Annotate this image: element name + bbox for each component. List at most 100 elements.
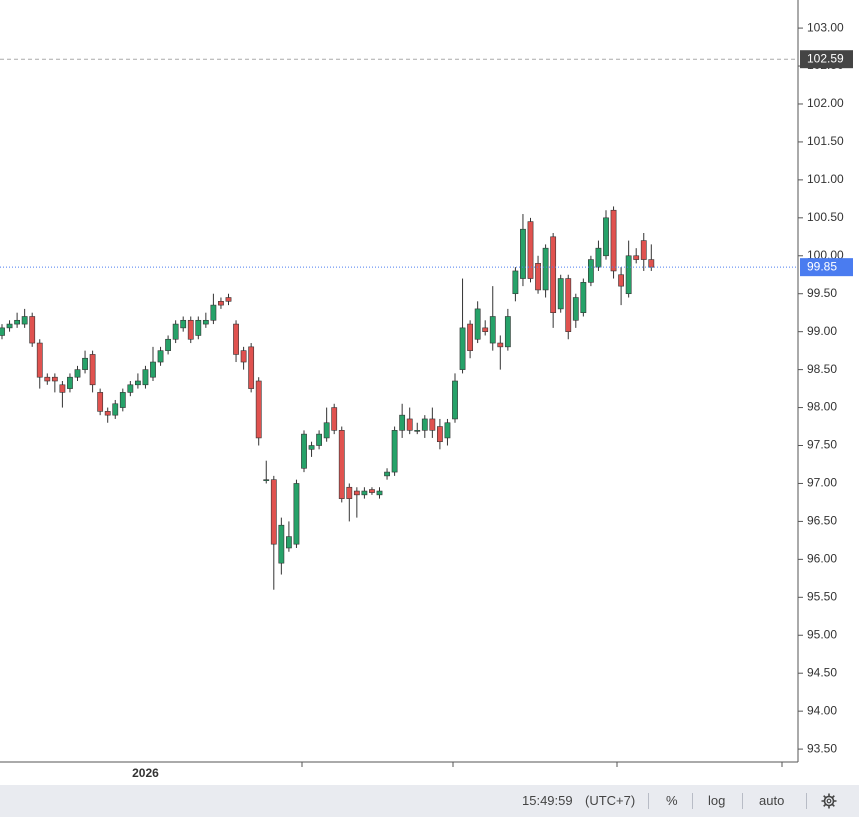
candle-body bbox=[308, 445, 315, 450]
separator bbox=[648, 793, 649, 809]
last-price-label: 99.85 bbox=[807, 259, 837, 273]
candle-body bbox=[0, 327, 5, 336]
candle-body bbox=[112, 403, 119, 416]
y-tick-label: 98.50 bbox=[807, 362, 837, 376]
candle-body bbox=[338, 430, 345, 499]
candle-body bbox=[512, 270, 519, 295]
candle-body bbox=[527, 221, 534, 279]
auto-toggle[interactable]: auto bbox=[759, 793, 785, 808]
candle-body bbox=[595, 247, 602, 268]
candle-body bbox=[135, 380, 141, 386]
candle-body bbox=[255, 380, 262, 439]
reference-price-box bbox=[800, 50, 853, 69]
y-tick-label: 98.00 bbox=[807, 400, 837, 414]
candle-body bbox=[399, 414, 406, 431]
candle-body bbox=[565, 278, 572, 332]
candle-body bbox=[210, 304, 217, 321]
y-tick-label: 96.50 bbox=[807, 514, 837, 528]
candle-body bbox=[21, 316, 28, 325]
candle-body bbox=[323, 422, 330, 439]
candle-body bbox=[482, 327, 489, 332]
candle-body bbox=[142, 369, 149, 386]
log-toggle[interactable]: log bbox=[708, 793, 726, 808]
chart: 93.50 94.00 94.50 95.00 95.50 96.00 96.50 97.00… bbox=[0, 0, 859, 785]
percent-toggle[interactable]: % bbox=[666, 793, 678, 808]
candle-body bbox=[263, 479, 270, 481]
candle-body bbox=[316, 433, 322, 446]
y-tick-label: 95.00 bbox=[807, 627, 837, 641]
candle-body bbox=[74, 369, 81, 378]
candle-body bbox=[580, 282, 587, 313]
candle-body bbox=[67, 376, 73, 389]
candle-body bbox=[436, 426, 443, 443]
settings-icon[interactable] bbox=[821, 793, 837, 809]
candle-body bbox=[157, 350, 164, 363]
y-tick-label: 102.00 bbox=[807, 96, 844, 110]
candle-body bbox=[452, 380, 458, 420]
candle-body bbox=[331, 407, 338, 431]
candle-body bbox=[633, 255, 640, 260]
separator bbox=[742, 793, 743, 809]
separator bbox=[806, 793, 807, 809]
bottom-toolbar: 15:49:59 (UTC+7) % log auto bbox=[0, 785, 859, 817]
candle-body bbox=[59, 384, 66, 393]
candle-body bbox=[504, 316, 511, 348]
candle-body bbox=[119, 392, 126, 408]
candle-body bbox=[270, 479, 277, 545]
candle-body bbox=[218, 301, 224, 306]
y-tick-label: 100.50 bbox=[807, 210, 844, 224]
background bbox=[0, 0, 859, 785]
candle-body bbox=[301, 433, 307, 469]
candle-body bbox=[97, 392, 104, 412]
candle-body bbox=[429, 418, 436, 431]
candle-body bbox=[391, 430, 398, 473]
candle-body bbox=[248, 346, 255, 389]
candle-body bbox=[542, 247, 549, 291]
candle-body bbox=[361, 490, 368, 496]
candle-body bbox=[44, 376, 51, 382]
candle-body bbox=[384, 471, 390, 477]
timezone[interactable]: (UTC+7) bbox=[585, 793, 636, 808]
y-tick-label: 101.50 bbox=[807, 134, 844, 148]
y-tick-label: 97.50 bbox=[807, 438, 837, 452]
candle-body bbox=[233, 323, 239, 355]
candle-body bbox=[29, 316, 36, 344]
candle-body bbox=[285, 536, 292, 549]
candle-body bbox=[406, 418, 413, 431]
candle-body bbox=[625, 255, 632, 295]
candle-body bbox=[180, 319, 187, 329]
candle-body bbox=[557, 278, 564, 310]
candle-body bbox=[202, 319, 209, 325]
candle-body bbox=[346, 486, 353, 499]
candle-body bbox=[444, 422, 451, 439]
candle-body bbox=[648, 259, 655, 268]
separator bbox=[692, 793, 693, 809]
candle-body bbox=[610, 209, 617, 272]
candle-body bbox=[104, 411, 111, 416]
candle-body bbox=[127, 384, 134, 393]
candle-body bbox=[414, 430, 421, 432]
reference-price-label: 102.59 bbox=[807, 51, 844, 65]
y-tick-label: 99.00 bbox=[807, 324, 837, 338]
clock: 15:49:59 bbox=[522, 793, 573, 808]
candle-body bbox=[421, 418, 428, 431]
candle-body bbox=[489, 316, 496, 344]
candle-body bbox=[165, 338, 171, 351]
y-tick-label: 99.50 bbox=[807, 286, 837, 300]
candle-body bbox=[89, 354, 96, 386]
candle-body bbox=[51, 376, 58, 382]
candle-body bbox=[587, 259, 594, 283]
candle-body bbox=[240, 350, 247, 363]
y-tick-label: 95.50 bbox=[807, 589, 837, 603]
candle-body bbox=[369, 489, 375, 493]
y-tick-label: 93.50 bbox=[807, 741, 837, 755]
candle-body bbox=[14, 319, 20, 325]
y-tick-label: 97.00 bbox=[807, 476, 837, 490]
candle-body bbox=[293, 483, 300, 545]
candle-body bbox=[36, 342, 43, 378]
y-tick-label: 94.00 bbox=[807, 703, 837, 717]
candle-body bbox=[618, 274, 624, 287]
candle-body bbox=[278, 524, 285, 564]
candle-body bbox=[195, 319, 202, 336]
